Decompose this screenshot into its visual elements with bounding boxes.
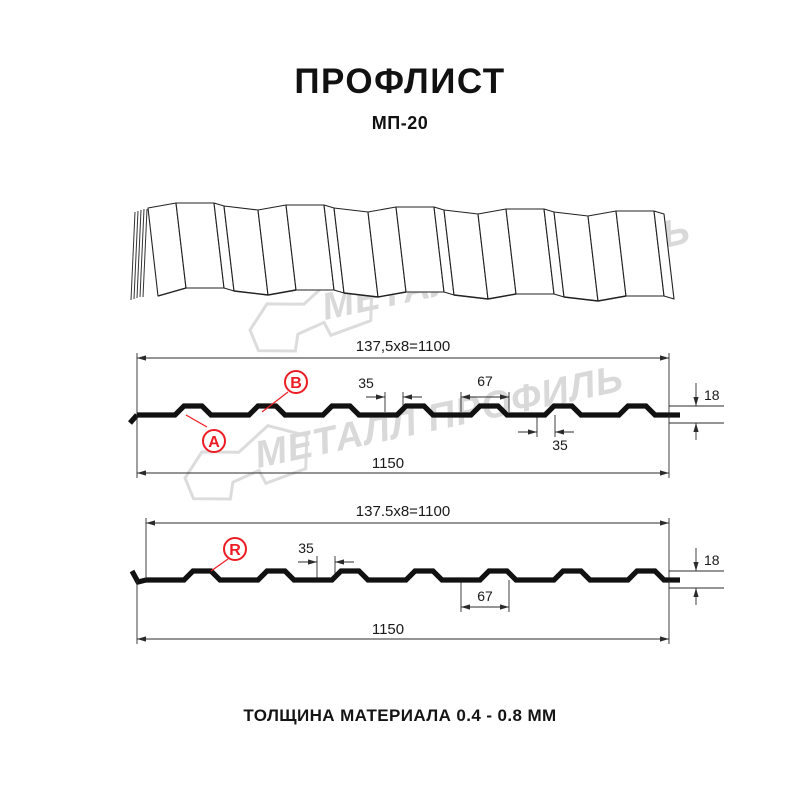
dimension-35-upper-a: [366, 392, 422, 412]
isometric-profile-view: [130, 202, 675, 302]
dimension-module-a: [136, 353, 670, 415]
dimension-module-a-label: 137,5x8=1100: [356, 338, 450, 355]
dimension-overall-a: [136, 415, 670, 478]
cross-section-b: 137.5x8=1100 35 67 18: [129, 503, 724, 644]
page-subtitle: МП-20: [371, 113, 429, 133]
profile-outline-b: [146, 568, 669, 583]
profile-left-tail-a: [128, 413, 139, 425]
dimension-18-a-label: 18: [704, 387, 720, 403]
page-title: ПРОФЛИСТ: [294, 62, 506, 101]
callout-r-label: R: [229, 542, 241, 559]
profile-left-notch-b: [129, 569, 147, 586]
dimension-18-b-label: 18: [704, 552, 720, 568]
dimension-35-b-label: 35: [298, 540, 314, 556]
watermark-logo-icon-2: [183, 423, 309, 501]
dimension-18-a: [669, 383, 724, 440]
title-block: ПРОФЛИСТ МП-20: [0, 62, 800, 134]
callout-r: R: [210, 537, 247, 572]
callout-a: A: [185, 414, 226, 453]
dimension-67-b: [460, 580, 510, 612]
material-thickness-note: ТОЛЩИНА МАТЕРИАЛА 0.4 - 0.8 ММ: [243, 706, 557, 725]
dimension-35-b: [298, 556, 354, 578]
callout-a-label: A: [208, 434, 220, 451]
dimension-35-lower-a: [518, 415, 574, 437]
callout-b-label: B: [290, 375, 302, 392]
dimension-overall-a-label: 1150: [372, 455, 404, 472]
dimension-67-b-label: 67: [477, 588, 493, 604]
callout-b: B: [261, 370, 308, 413]
dimension-module-b: [145, 518, 670, 580]
watermark-logo-icon: [248, 275, 374, 353]
cross-section-a: 137,5x8=1100 35 67 35: [128, 338, 724, 478]
profile-outline-a: [137, 403, 669, 418]
dimension-overall-b: [136, 580, 670, 644]
dimension-35-upper-a-label: 35: [358, 375, 374, 391]
dimension-18-b: [669, 548, 724, 605]
dimension-module-b-label: 137.5x8=1100: [356, 503, 450, 520]
dimension-35-lower-a-label: 35: [552, 437, 568, 453]
dimension-67-a: [460, 392, 510, 412]
dimension-67-a-label: 67: [477, 373, 493, 389]
dimension-overall-b-label: 1150: [372, 621, 404, 638]
